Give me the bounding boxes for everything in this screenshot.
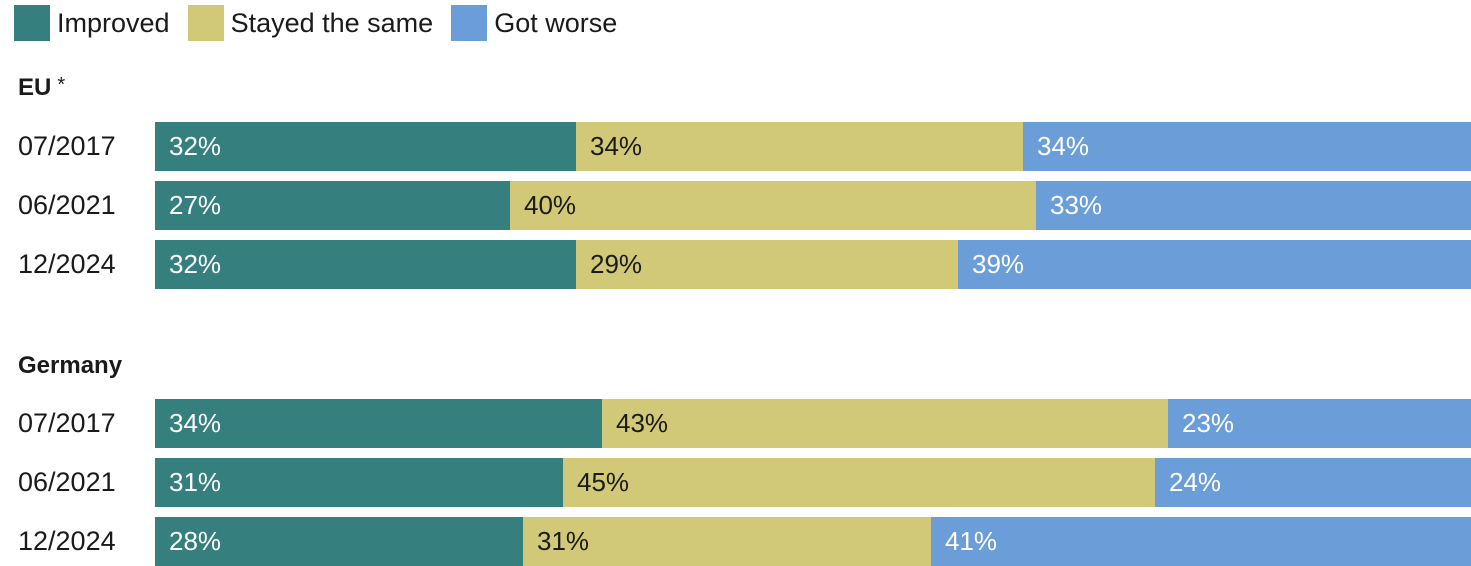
bar-germany-07-2017: 34% 43% 23% bbox=[155, 399, 1471, 448]
bar-eu-12-2024: 32% 29% 39% bbox=[155, 240, 1471, 289]
bar-segment-stayed-the-same: 34% bbox=[576, 122, 1023, 171]
data-label: 31% bbox=[537, 526, 590, 556]
data-label: 43% bbox=[616, 408, 669, 438]
legend-label-got-worse: Got worse bbox=[494, 7, 618, 38]
bar-segment-improved: 31% bbox=[155, 458, 563, 507]
bar-segment-stayed-the-same: 45% bbox=[563, 458, 1155, 507]
row-label-germany-06-2021: 06/2021 bbox=[18, 467, 116, 497]
legend-item-got-worse: Got worse bbox=[451, 5, 617, 41]
row-label-germany-07-2017: 07/2017 bbox=[18, 408, 116, 438]
bar-segment-improved: 32% bbox=[155, 240, 576, 289]
data-label: 32% bbox=[169, 249, 222, 279]
bar-germany-12-2024: 28% 31% 41% bbox=[155, 517, 1471, 566]
bar-segment-got-worse: 24% bbox=[1155, 458, 1471, 507]
bar-eu-07-2017: 32% 34% 34% bbox=[155, 122, 1471, 171]
row-label-eu-07-2017: 07/2017 bbox=[18, 131, 116, 161]
data-label: 23% bbox=[1182, 408, 1235, 438]
data-label: 28% bbox=[169, 526, 222, 556]
bar-segment-got-worse: 33% bbox=[1036, 181, 1471, 230]
group-title-note-marker: * bbox=[57, 74, 66, 96]
data-label: 33% bbox=[1050, 190, 1103, 220]
data-label: 29% bbox=[590, 249, 643, 279]
row-label-germany-12-2024: 12/2024 bbox=[18, 526, 116, 556]
bar-segment-improved: 28% bbox=[155, 517, 523, 566]
bar-segment-stayed-the-same: 29% bbox=[576, 240, 958, 289]
legend-swatch-got-worse bbox=[451, 5, 488, 41]
legend-item-stayed-the-same: Stayed the same bbox=[187, 5, 434, 41]
row-label-eu-12-2024: 12/2024 bbox=[18, 249, 116, 279]
data-label: 45% bbox=[577, 467, 630, 497]
legend-item-improved: Improved bbox=[14, 5, 170, 41]
legend-swatch-improved bbox=[14, 5, 50, 41]
bar-segment-got-worse: 39% bbox=[958, 240, 1471, 289]
data-label: 40% bbox=[524, 190, 577, 220]
data-label: 24% bbox=[1169, 467, 1222, 497]
chart-legend: Improved Stayed the same Got worse bbox=[14, 4, 635, 42]
data-label: 41% bbox=[945, 526, 998, 556]
bar-eu-06-2021: 27% 40% 33% bbox=[155, 181, 1471, 230]
data-label: 34% bbox=[169, 408, 222, 438]
group-title-eu: EU * bbox=[18, 74, 66, 101]
row-label-eu-06-2021: 06/2021 bbox=[18, 190, 116, 220]
bar-segment-improved: 32% bbox=[155, 122, 576, 171]
group-title-germany: Germany bbox=[18, 352, 123, 379]
bar-segment-stayed-the-same: 40% bbox=[510, 181, 1036, 230]
data-label: 39% bbox=[972, 249, 1025, 279]
legend-label-improved: Improved bbox=[57, 7, 170, 38]
bar-segment-improved: 34% bbox=[155, 399, 602, 448]
bar-segment-improved: 27% bbox=[155, 181, 510, 230]
data-label: 27% bbox=[169, 190, 222, 220]
data-label: 34% bbox=[1037, 131, 1090, 161]
bar-segment-stayed-the-same: 43% bbox=[602, 399, 1168, 448]
bar-germany-06-2021: 31% 45% 24% bbox=[155, 458, 1471, 507]
bar-segment-got-worse: 23% bbox=[1168, 399, 1471, 448]
bar-segment-got-worse: 34% bbox=[1023, 122, 1471, 171]
legend-swatch-stayed-the-same bbox=[187, 5, 224, 41]
data-label: 34% bbox=[590, 131, 643, 161]
legend-label-stayed-the-same: Stayed the same bbox=[230, 7, 434, 38]
bar-segment-stayed-the-same: 31% bbox=[523, 517, 931, 566]
bar-segment-got-worse: 41% bbox=[931, 517, 1471, 566]
data-label: 32% bbox=[169, 131, 222, 161]
data-label: 31% bbox=[169, 467, 222, 497]
